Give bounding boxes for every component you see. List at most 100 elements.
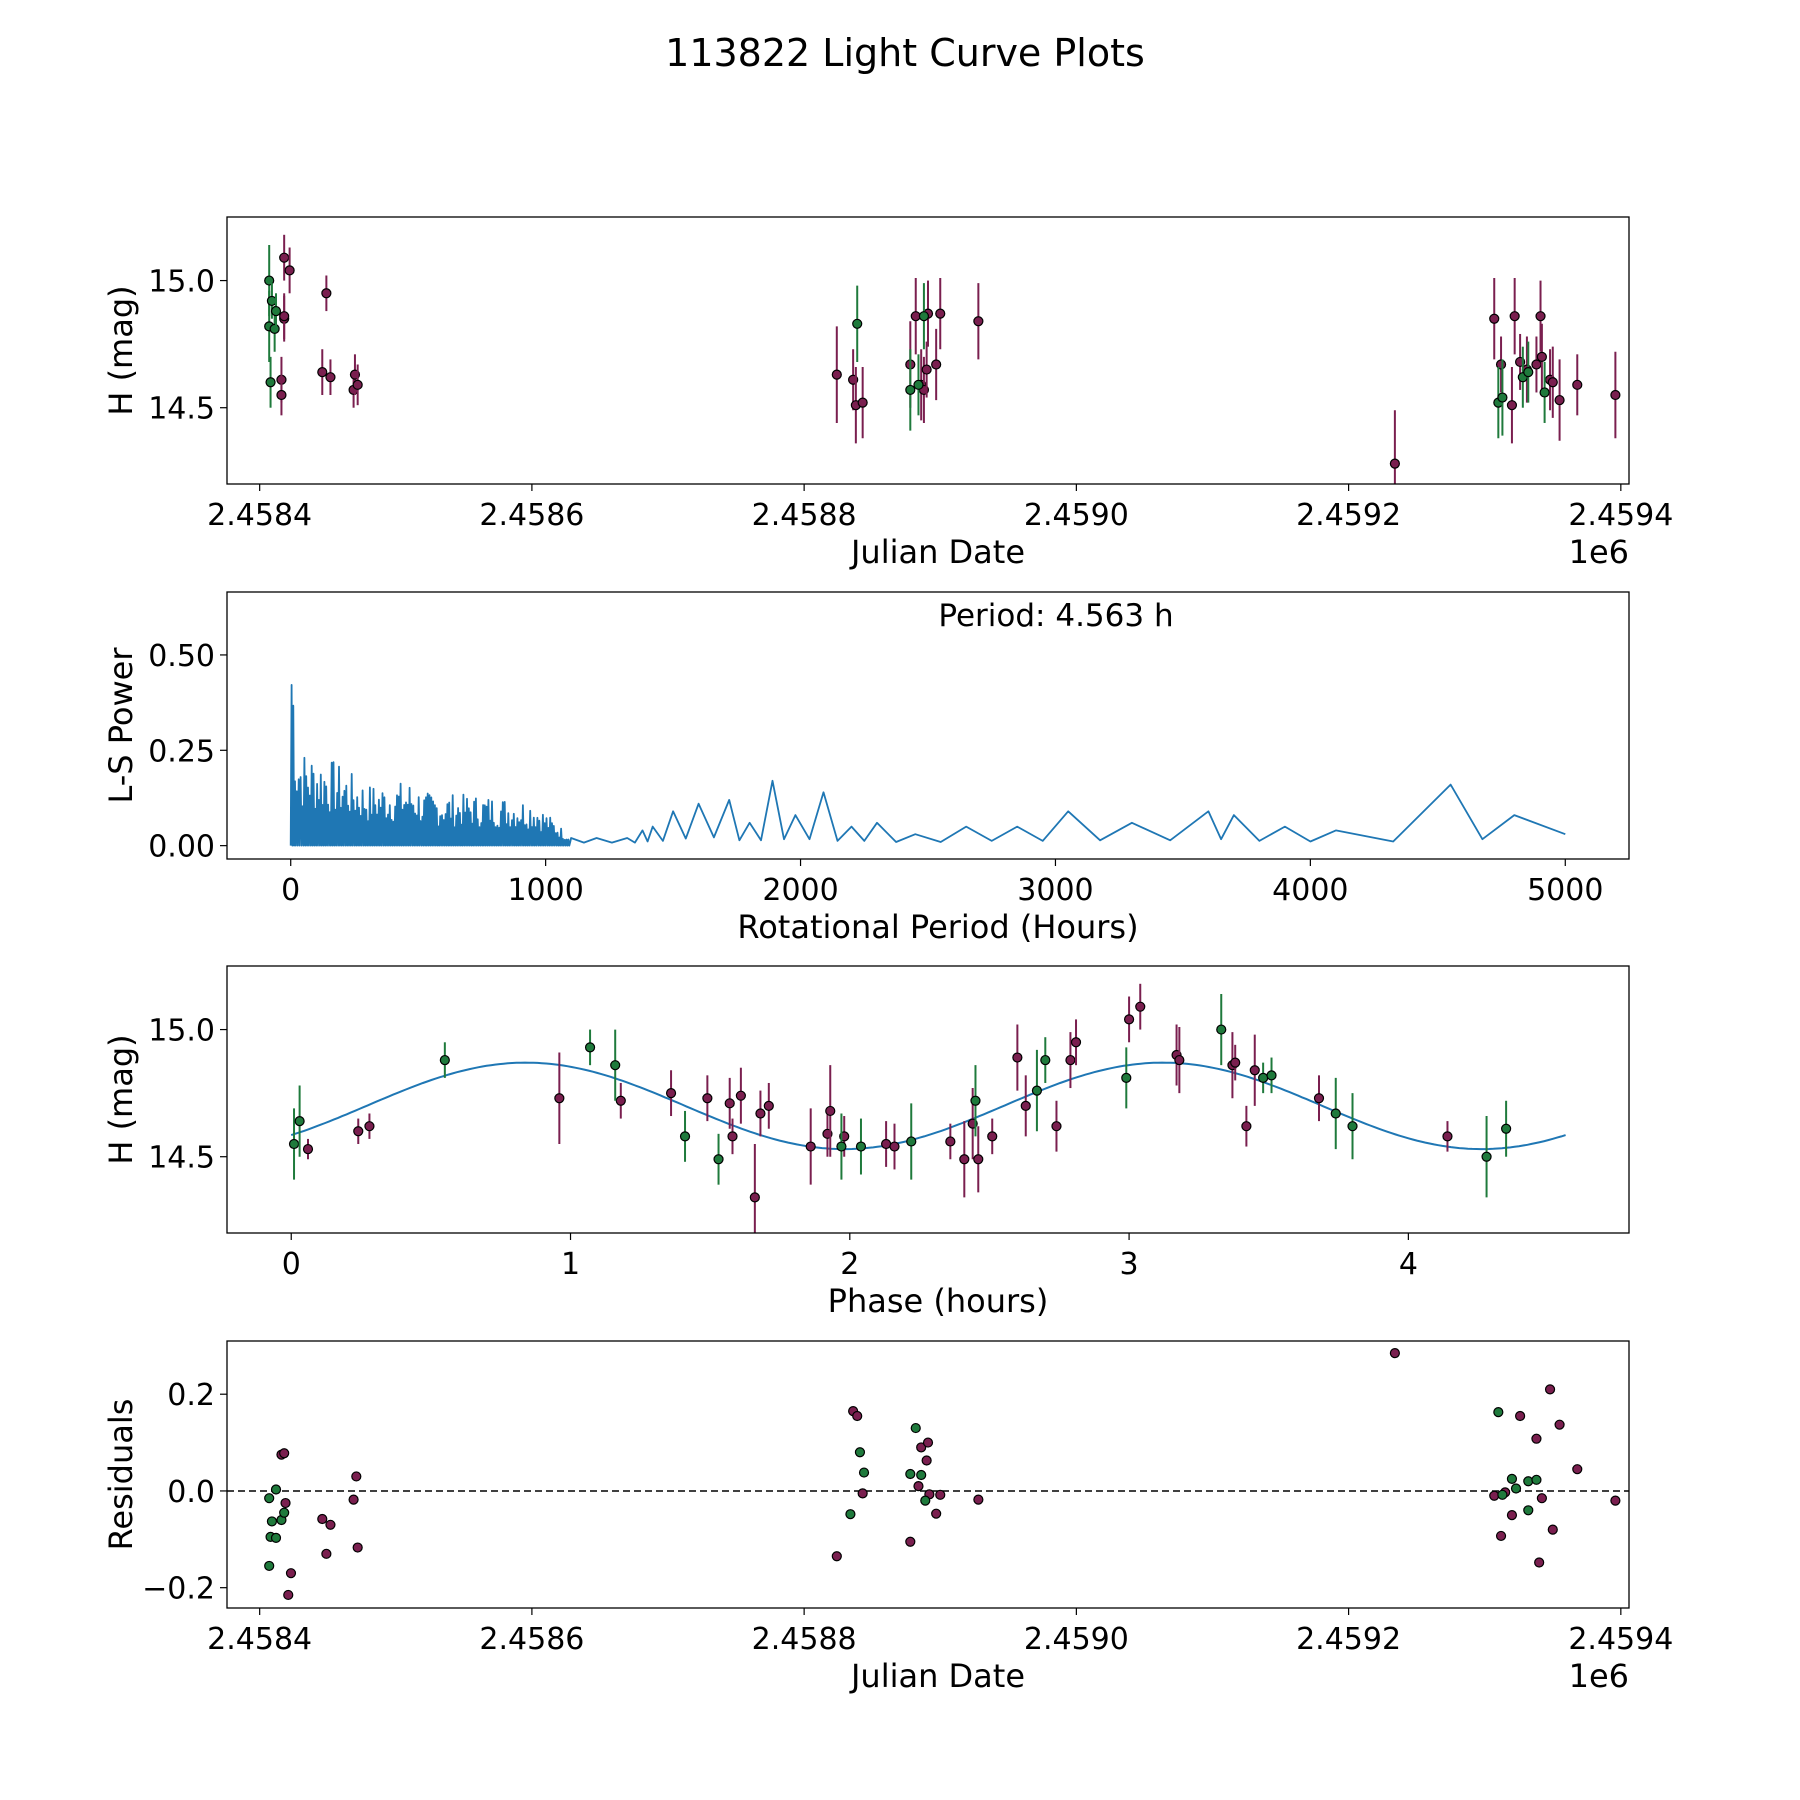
data-point <box>1040 1054 1051 1066</box>
data-point <box>921 1455 932 1466</box>
data-point <box>1313 1093 1325 1104</box>
data-point <box>276 389 287 401</box>
data-point <box>973 316 984 327</box>
data-point <box>1531 1474 1542 1485</box>
data-point <box>284 265 295 276</box>
data-point <box>1523 1476 1534 1487</box>
x-tick-label: 2.4584 <box>207 498 312 533</box>
y-tick-label: 0.50 <box>148 639 215 674</box>
data-point <box>321 1548 332 1559</box>
data-point <box>913 1481 924 1492</box>
data-point <box>1174 1054 1185 1066</box>
data-point <box>973 1494 984 1505</box>
data-point <box>665 1088 677 1099</box>
y-axis-label: L-S Power <box>102 647 140 804</box>
y-axis-label: H (mag) <box>102 1034 140 1164</box>
x-tick-label: 2.4584 <box>207 1622 312 1657</box>
data-point <box>439 1054 450 1066</box>
y-tick-label: 0.0 <box>167 1475 215 1510</box>
data-point <box>1536 1493 1547 1504</box>
x-tick-label: 0 <box>281 873 300 908</box>
data-point <box>1123 1014 1135 1025</box>
data-point <box>855 1141 867 1152</box>
data-point <box>364 1121 375 1132</box>
x-tick-label: 2.4590 <box>1024 1622 1129 1657</box>
data-point <box>351 1471 362 1482</box>
data-point <box>1051 1121 1062 1132</box>
y-tick-label: 0.25 <box>148 734 215 769</box>
x-offset-label: 1e6 <box>1569 1657 1629 1695</box>
data-point <box>973 1154 984 1165</box>
data-point <box>935 308 946 319</box>
panel-periodogram: 0 1000 2000 3000 4000 5000 0.00 0.25 0.50 Rotatio… <box>102 591 1630 946</box>
data-point <box>1509 311 1520 322</box>
x-axis-label: Phase (hours) <box>828 1282 1049 1320</box>
panel-phased: 0 1 2 3 4 14.5 15.0 Phase (hours) H (mag) <box>102 965 1630 1320</box>
data-point <box>279 1448 290 1459</box>
data-point <box>1481 1151 1492 1162</box>
data-point <box>352 379 363 390</box>
data-point <box>1510 1483 1522 1494</box>
data-point <box>831 1551 842 1562</box>
data-point <box>825 1105 836 1117</box>
x-axis-label: Rotational Period (Hours) <box>737 908 1138 946</box>
data-point <box>1534 1557 1545 1568</box>
series-green <box>264 244 1550 439</box>
data-point <box>1506 400 1518 411</box>
data-point <box>970 1095 981 1106</box>
series-red <box>302 983 1453 1233</box>
data-point <box>727 1131 738 1142</box>
data-point <box>279 311 290 322</box>
data-point <box>270 305 282 317</box>
data-point <box>922 1437 934 1448</box>
data-point <box>1523 367 1534 378</box>
data-point <box>916 1469 927 1481</box>
data-point <box>1258 1072 1269 1083</box>
x-tick-label: 2.4594 <box>1568 1622 1673 1657</box>
data-point <box>913 379 924 390</box>
data-point <box>270 1484 282 1495</box>
x-tick-label: 2.4586 <box>479 1622 584 1657</box>
data-point <box>270 1532 282 1543</box>
data-point <box>1493 1407 1504 1418</box>
data-point <box>279 252 290 263</box>
data-point <box>610 1060 621 1071</box>
x-tick-label: 3000 <box>1017 873 1093 908</box>
data-point <box>1497 1489 1508 1500</box>
data-point <box>916 1442 927 1453</box>
data-point <box>317 1513 328 1525</box>
data-point <box>353 1126 364 1137</box>
data-point <box>285 1568 297 1579</box>
x-tick-label: 1000 <box>507 873 583 908</box>
data-point <box>269 323 280 334</box>
data-point <box>905 1468 916 1480</box>
data-point <box>1523 1505 1534 1516</box>
data-point <box>1489 1490 1500 1501</box>
data-point <box>348 1494 359 1505</box>
data-point <box>805 1141 816 1152</box>
data-point <box>325 372 336 383</box>
axes-frame <box>226 591 1630 860</box>
data-point <box>845 1509 856 1520</box>
x-tick-label: 2.4590 <box>1024 498 1129 533</box>
data-point <box>852 318 863 329</box>
data-point <box>321 288 332 299</box>
panels: 2.4584 2.4586 2.4588 2.4590 2.4592 2.4594 14.5… <box>102 216 1673 1695</box>
data-point <box>857 397 868 408</box>
data-point <box>265 377 276 388</box>
data-point <box>1012 1052 1023 1063</box>
data-point <box>1031 1085 1043 1096</box>
y-axis-label: Residuals <box>102 1399 140 1551</box>
data-point <box>918 311 930 322</box>
data-point <box>1554 394 1565 406</box>
data-point <box>1230 1057 1241 1068</box>
data-point <box>264 1560 275 1572</box>
data-point <box>931 359 942 370</box>
data-point <box>763 1100 774 1111</box>
data-point <box>931 1508 942 1519</box>
y-tick-label: 15.0 <box>148 265 215 300</box>
y-tick-label: −0.2 <box>142 1572 215 1607</box>
data-point <box>1547 1524 1558 1535</box>
y-tick-label: 14.5 <box>148 392 215 427</box>
